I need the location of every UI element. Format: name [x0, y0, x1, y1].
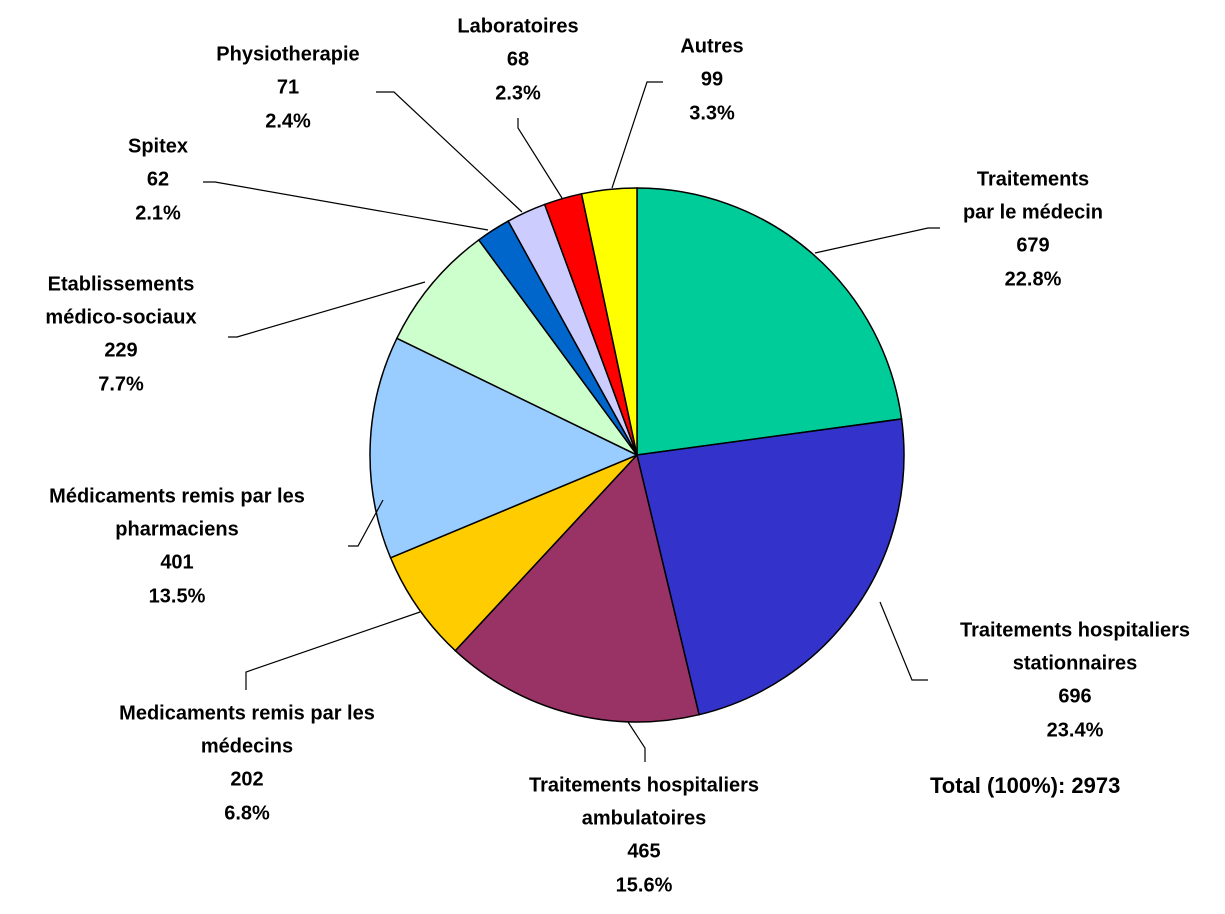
leader-line — [228, 281, 426, 338]
value-label: 71 — [277, 76, 299, 98]
percent-label: 23.4% — [1047, 719, 1104, 741]
slice-label: Laboratoires — [457, 15, 578, 37]
percent-label: 22.8% — [1005, 268, 1062, 290]
slice-label: Medicaments remis par les — [119, 702, 375, 724]
leader-line — [814, 227, 940, 254]
leader-line — [245, 611, 421, 690]
value-label: 202 — [230, 768, 263, 790]
pie-slice — [580, 187, 638, 456]
percent-label: 15.6% — [616, 874, 673, 896]
slice-label: stationnaires — [1013, 652, 1137, 674]
slice-label: Etablissements — [48, 273, 195, 295]
value-label: 465 — [627, 840, 660, 862]
slice-label: par le médecin — [963, 201, 1103, 223]
percent-label: 13.5% — [149, 585, 206, 607]
value-label: 679 — [1016, 234, 1049, 256]
leader-line — [627, 721, 646, 762]
percent-label: 2.1% — [135, 202, 181, 224]
slice-label: Autres — [680, 35, 743, 57]
slice-label: Traitements hospitaliers — [960, 619, 1190, 641]
leader-line — [517, 118, 563, 199]
leader-line — [611, 81, 663, 189]
leader-line — [376, 91, 523, 213]
value-label: 229 — [104, 339, 137, 361]
value-label: 99 — [701, 68, 723, 90]
pie-slice — [369, 337, 639, 559]
value-label: 696 — [1058, 685, 1091, 707]
leader-line — [879, 601, 928, 681]
slice-label: Traitements — [977, 168, 1089, 190]
value-label: 62 — [147, 168, 169, 190]
percent-label: 3.3% — [689, 102, 735, 124]
leader-line — [203, 181, 489, 231]
slice-label: Médicaments remis par les — [49, 485, 305, 507]
slice-label: ambulatoires — [582, 807, 706, 829]
percent-label: 7.7% — [98, 373, 144, 395]
slice-label: Traitements hospitaliers — [529, 774, 759, 796]
slice-label: Physiotherapie — [216, 43, 359, 65]
percent-label: 6.8% — [224, 802, 270, 824]
slice-label: médico-sociaux — [45, 306, 196, 328]
value-label: 401 — [160, 551, 193, 573]
slice-label: pharmaciens — [115, 518, 238, 540]
pie-slice — [395, 238, 638, 456]
total-annotation: Total (100%): 2973 — [930, 773, 1120, 798]
pie-slice — [454, 453, 700, 723]
value-label: 68 — [507, 48, 529, 70]
leader-line — [348, 499, 384, 547]
pie-slice — [636, 418, 905, 716]
percent-label: 2.4% — [265, 110, 311, 132]
slice-label: médecins — [201, 735, 293, 757]
pie-slice — [636, 187, 903, 456]
slice-label: Spitex — [128, 135, 188, 157]
pie-slice — [389, 454, 638, 652]
percent-label: 2.3% — [495, 82, 541, 104]
